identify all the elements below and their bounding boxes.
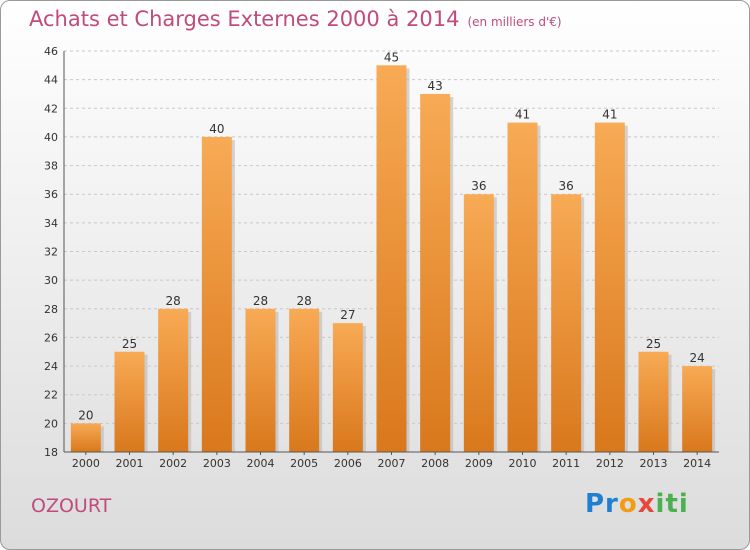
bar-value-label: 28: [166, 294, 181, 308]
bar: [332, 323, 363, 452]
x-tick-label: 2010: [509, 457, 537, 470]
x-tick-label: 2001: [116, 457, 144, 470]
x-tick-label: 2005: [290, 457, 318, 470]
bar-value-label: 45: [384, 50, 399, 64]
y-tick-label: 36: [44, 188, 58, 201]
bar: [201, 136, 232, 452]
bars: 20 25 28 40 28 28 27 45 43 36 41 36 41 25 24: [70, 50, 716, 453]
bar: [507, 122, 538, 452]
y-tick-label: 26: [44, 331, 58, 344]
bar: [245, 308, 276, 452]
bar-value-label: 24: [690, 351, 705, 365]
x-tick-label: 2000: [72, 457, 100, 470]
bar-value-label: 36: [559, 179, 574, 193]
bar: [420, 93, 451, 452]
y-tick-label: 22: [44, 389, 58, 402]
bar-value-label: 36: [471, 179, 486, 193]
bar: [682, 366, 713, 452]
bar: [463, 194, 494, 452]
y-tick-label: 28: [44, 303, 58, 316]
x-tick-label: 2012: [596, 457, 624, 470]
bar-value-label: 20: [78, 408, 93, 422]
x-tick-label: 2009: [465, 457, 493, 470]
bar: [594, 122, 625, 452]
x-tick-label: 2002: [159, 457, 187, 470]
bar-value-label: 28: [253, 294, 268, 308]
bar: [289, 308, 320, 452]
y-tick-label: 40: [44, 131, 58, 144]
y-tick-label: 32: [44, 246, 58, 259]
bar-value-label: 28: [297, 294, 312, 308]
x-tick-label: 2011: [552, 457, 580, 470]
x-tick-label: 2007: [378, 457, 406, 470]
bar-value-label: 41: [515, 108, 530, 122]
x-tick-label: 2004: [247, 457, 275, 470]
y-tick-label: 44: [44, 74, 58, 87]
bar: [114, 351, 145, 452]
bar-value-label: 40: [209, 122, 224, 136]
y-tick-label: 42: [44, 102, 58, 115]
bar-value-label: 43: [428, 79, 443, 93]
bar-value-label: 41: [602, 108, 617, 122]
chart-subtitle: (en milliers d'€): [467, 15, 562, 29]
x-tick-label: 2013: [640, 457, 668, 470]
bar: [551, 194, 582, 452]
x-tick-label: 2006: [334, 457, 362, 470]
bar: [376, 65, 407, 453]
bar: [70, 423, 101, 452]
bar-value-label: 25: [122, 337, 137, 351]
chart-title-text: Achats et Charges Externes 2000 à 2014: [29, 7, 460, 31]
bar: [638, 351, 669, 452]
place-name: OZOURT: [31, 495, 112, 517]
y-tick-label: 24: [44, 360, 58, 373]
chart-title: Achats et Charges Externes 2000 à 2014 (e…: [29, 7, 562, 31]
proxiti-logo: Proxiti: [585, 489, 689, 519]
bar: [158, 308, 189, 452]
y-tick-label: 38: [44, 160, 58, 173]
y-tick-label: 20: [44, 417, 58, 430]
y-tick-label: 34: [44, 217, 58, 230]
y-tick-label: 46: [44, 45, 58, 58]
bar-value-label: 25: [646, 337, 661, 351]
x-tick-label: 2008: [421, 457, 449, 470]
x-tick-label: 2014: [683, 457, 711, 470]
axes: 18 20 22 24 26 28 30 32 34 36 38 40 42 44 46 2000 2001 20…: [44, 45, 719, 470]
bar-value-label: 27: [340, 308, 355, 322]
x-tick-label: 2003: [203, 457, 231, 470]
y-tick-label: 18: [44, 446, 58, 459]
y-tick-label: 30: [44, 274, 58, 287]
